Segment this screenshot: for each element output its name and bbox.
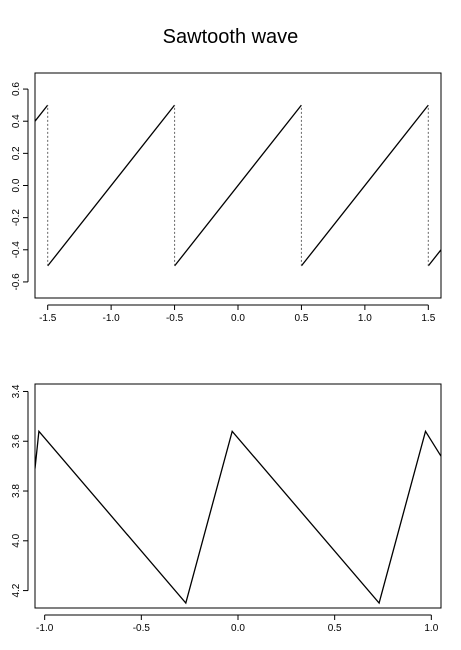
y-tick-label: 0.2 <box>11 146 22 160</box>
y-tick-label: 3.4 <box>11 384 22 398</box>
y-tick-label: 4.2 <box>11 583 22 597</box>
y-tick-label: -0.2 <box>11 209 22 227</box>
panel-top: -1.5 -1.0 -0.5 0.0 0.5 1.0 1.5 -0.6 -0.4 -0.2 0.0 0… <box>11 72 442 324</box>
x-tick-label: 1.0 <box>358 313 372 324</box>
y-tick-label: 3.6 <box>11 434 22 448</box>
y-tick-label: 0.0 <box>11 178 22 192</box>
y-tick-label: 3.8 <box>11 484 22 498</box>
y-tick-label: -0.6 <box>11 273 22 291</box>
y-tick-label: 4.0 <box>11 533 22 547</box>
x-tick-label: 0.5 <box>328 623 342 634</box>
series-line <box>300 104 429 267</box>
series-line <box>35 429 441 605</box>
y-tick-label: 0.4 <box>11 114 22 128</box>
x-tick-label: 0.0 <box>231 623 245 634</box>
x-tick-label: 1.5 <box>421 313 435 324</box>
y-tick-label: -0.4 <box>11 241 22 259</box>
x-tick-label: 1.0 <box>424 623 438 634</box>
x-tick-label: -0.5 <box>133 623 151 634</box>
figure-title: Sawtooth wave <box>162 26 299 48</box>
panel-bottom: -1.0 -0.5 0.0 0.5 1.0 3.4 3.6 3.8 4.0 4.2 <box>11 383 442 634</box>
series-line <box>174 104 302 267</box>
x-tick-label: 0.0 <box>231 313 245 324</box>
x-tick-label: -0.5 <box>166 313 184 324</box>
x-tick-label: -1.5 <box>39 313 57 324</box>
plot-frame <box>34 72 442 299</box>
x-tick-label: -1.0 <box>36 623 54 634</box>
x-tick-label: -1.0 <box>103 313 121 324</box>
series-line <box>35 104 49 122</box>
series-line <box>47 104 176 267</box>
y-tick-label: 0.6 <box>11 82 22 96</box>
x-tick-label: 0.5 <box>294 313 308 324</box>
plot-frame <box>34 383 442 609</box>
series-line <box>427 249 441 267</box>
